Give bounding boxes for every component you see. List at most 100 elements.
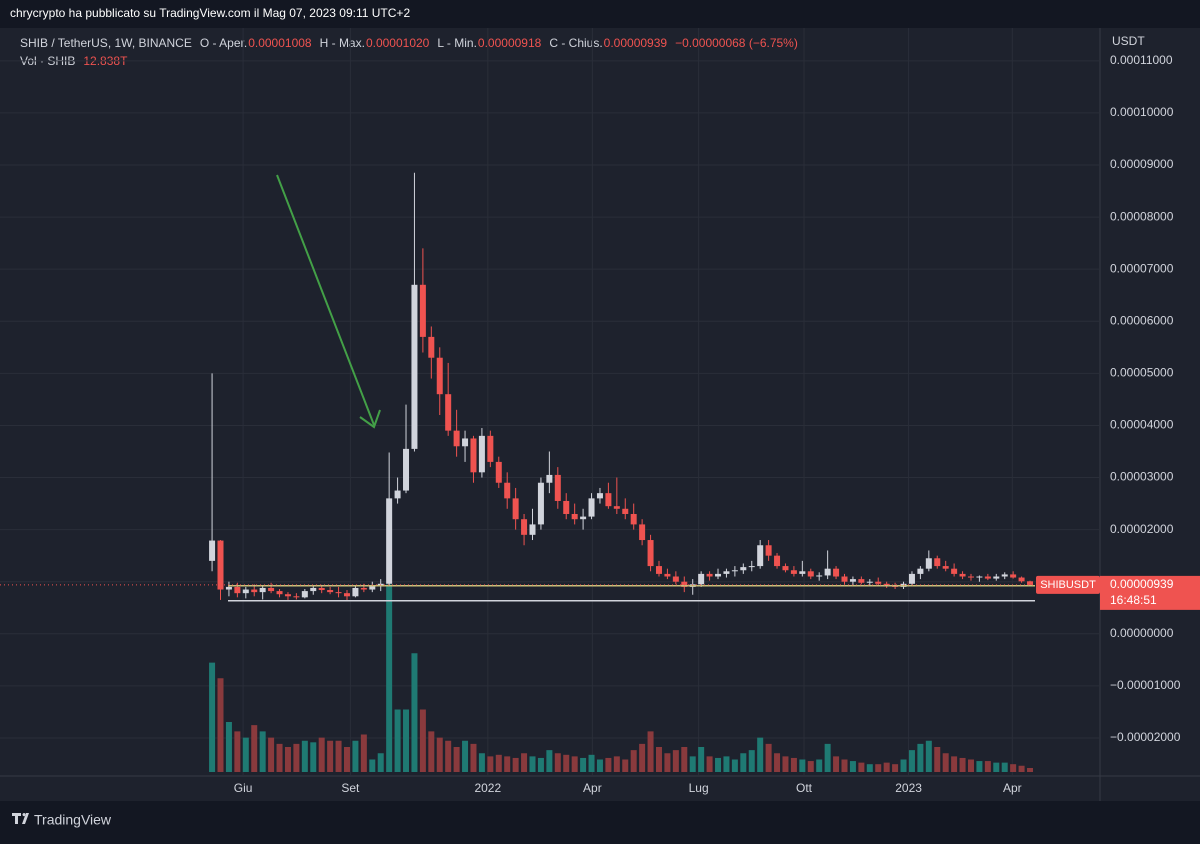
candle-body xyxy=(647,540,654,567)
x-tick-label: 2022 xyxy=(474,781,501,795)
volume-bar xyxy=(951,756,958,772)
name-tag-text: SHIBUSDT xyxy=(1040,579,1096,591)
legend-item: SHIB / TetherUS, 1W, BINANCE xyxy=(20,36,192,50)
candle-body xyxy=(411,284,418,449)
volume-bar xyxy=(563,754,570,772)
volume-bar xyxy=(698,747,705,772)
volume-bar xyxy=(419,709,426,772)
volume-bar xyxy=(774,753,781,772)
volume-bar xyxy=(849,761,856,772)
candle-body xyxy=(706,573,713,577)
volume-bar xyxy=(875,764,882,772)
arrow xyxy=(276,174,381,429)
volume-bar xyxy=(546,750,553,772)
candle-body xyxy=(436,357,443,395)
candle-body xyxy=(816,575,823,577)
candle-body xyxy=(487,435,494,462)
y-tick-label: 0.00002000 xyxy=(1110,522,1174,536)
candle-body xyxy=(327,590,334,593)
candle-body xyxy=(571,513,578,520)
volume-bar xyxy=(377,753,384,772)
volume-bar xyxy=(681,747,688,772)
y-tick-label: 0.00005000 xyxy=(1110,366,1174,380)
volume-bar xyxy=(993,762,1000,772)
volume-bar xyxy=(967,759,974,772)
y-tick-label: 0.00003000 xyxy=(1110,470,1174,484)
candle-body xyxy=(403,448,410,491)
volume-bar xyxy=(765,743,772,772)
legend-item: −0.00000068 (−6.75%) xyxy=(675,36,798,50)
candle-body xyxy=(858,579,865,583)
candle-body xyxy=(310,587,317,592)
candle-body xyxy=(301,591,308,598)
candle-body xyxy=(833,568,840,577)
candle-body xyxy=(242,589,249,594)
candle-body xyxy=(537,482,544,525)
volume-bar xyxy=(706,756,713,772)
volume-bar xyxy=(892,764,899,772)
volume-bar xyxy=(360,734,367,772)
arrow-head xyxy=(359,409,381,429)
volume-bar xyxy=(478,753,485,772)
volume-bar xyxy=(1001,762,1008,772)
candle-body xyxy=(428,336,435,358)
candle-body xyxy=(394,490,401,499)
volume-bar xyxy=(799,759,806,772)
legend-item: 0.00000939 xyxy=(604,36,668,50)
candle-body xyxy=(774,555,781,567)
candle-body xyxy=(495,461,502,483)
candle-body xyxy=(293,596,300,598)
candle-body xyxy=(925,558,932,569)
candle-body xyxy=(942,566,949,569)
candle-body xyxy=(639,524,646,541)
volume-bar xyxy=(723,756,730,772)
y-tick-label: 0.00007000 xyxy=(1110,261,1174,275)
volume-bar xyxy=(883,762,890,772)
x-tick-label: Lug xyxy=(689,781,709,795)
volume-bar xyxy=(833,756,840,772)
volume-bar xyxy=(335,740,342,772)
volume-bar xyxy=(521,753,528,772)
y-tick-label: 0.00000000 xyxy=(1110,626,1174,640)
candle-body xyxy=(251,589,258,593)
volume-bar xyxy=(740,753,747,772)
legend-item: O - Aper. xyxy=(200,36,247,50)
candle-body xyxy=(731,570,738,572)
candle-body xyxy=(596,493,603,499)
volume-bar xyxy=(1018,765,1025,772)
volume-bar xyxy=(1027,767,1034,772)
candle-body xyxy=(790,570,797,574)
candle-body xyxy=(588,498,595,517)
volume-bar xyxy=(462,740,469,772)
candle-body xyxy=(1027,581,1034,585)
footer-brand: TradingView xyxy=(34,812,112,828)
candle-body xyxy=(217,540,224,590)
volume-bar xyxy=(782,756,789,772)
volume-bar xyxy=(672,750,679,772)
candle-body xyxy=(284,594,291,597)
volume-bar xyxy=(748,750,755,772)
candle-body xyxy=(655,566,662,574)
candle-body xyxy=(807,571,814,577)
logo-icon xyxy=(12,813,29,824)
y-tick-label: 0.00008000 xyxy=(1110,209,1174,223)
volume-bar xyxy=(917,743,924,772)
volume-bar xyxy=(647,731,654,772)
candle-body xyxy=(360,587,367,590)
candle-body xyxy=(622,508,629,514)
volume-bar xyxy=(428,731,435,772)
candle-body xyxy=(841,576,848,582)
candle-body xyxy=(672,576,679,582)
volume-bar xyxy=(327,740,334,772)
candle-body xyxy=(369,585,376,590)
candle-body xyxy=(993,576,1000,579)
x-tick-label: Apr xyxy=(583,781,602,795)
volume-bar xyxy=(251,725,258,772)
volume-bar xyxy=(715,757,722,772)
volume-bar xyxy=(495,754,502,772)
candle-body xyxy=(984,576,991,579)
candle-body xyxy=(866,581,873,583)
candle-body xyxy=(1018,577,1025,582)
volume-bar xyxy=(343,747,350,772)
